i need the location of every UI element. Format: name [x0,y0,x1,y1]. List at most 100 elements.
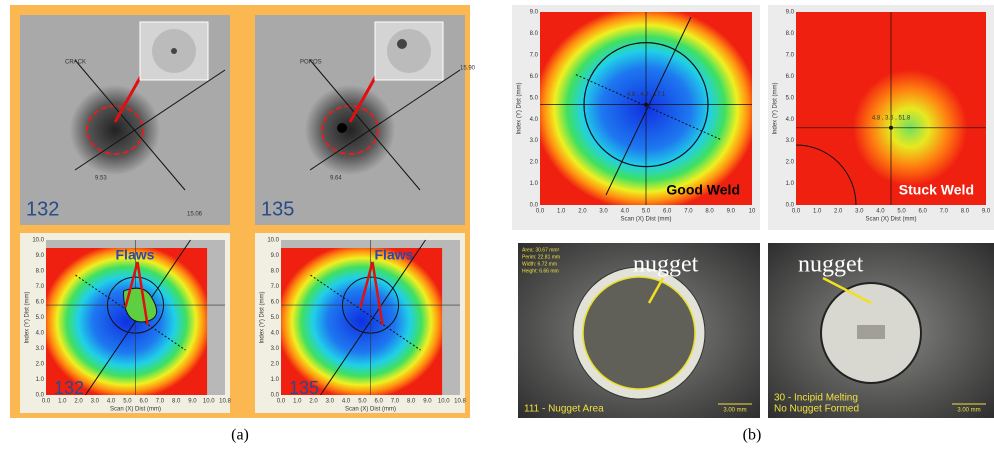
x-tick-label: 10.8 [454,399,466,405]
inset-defect [397,39,407,49]
x-tick-label: 10.0 [438,399,450,405]
y-axis-title: Index (Y) Dist (mm) [773,82,779,134]
weld-label: Stuck Weld [899,182,974,198]
y-tick-label: 5.0 [36,315,45,321]
y-tick-label: 1.0 [271,377,280,383]
y-tick-label: 8.0 [530,31,539,37]
x-tick-label: 5.0 [642,209,651,215]
defect-label: CRACK [65,60,86,66]
x-tick-label: 2.0 [834,209,843,215]
y-tick-label: 6.0 [530,74,539,80]
nugget-label: nugget [633,252,699,278]
y-tick-label: 5.0 [530,95,539,101]
sample-id: 132 [54,378,84,398]
y-tick-label: 3.0 [786,138,795,144]
x-tick-label: 7.0 [391,399,400,405]
inset-defect [171,48,177,54]
y-tick-label: 6.0 [786,74,795,80]
defect-label: POROS [300,60,322,66]
x-tick-label: 10.8 [219,399,231,405]
inset-spot [387,29,431,73]
flaw-label: Flaws [116,247,155,263]
x-tick-label: 5.0 [358,399,367,405]
y-tick-label: 8.0 [786,31,795,37]
y-tick-label: 4.0 [786,117,795,123]
x-tick-label: 4.0 [107,399,116,405]
micrograph-caption: No Nugget Formed [774,404,859,415]
scale-label: 3.00 mm [957,408,980,414]
y-tick-label: 5.0 [271,315,280,321]
x-tick-label: 9.0 [727,209,736,215]
x-tick-label: 7.0 [940,209,949,215]
figure: CRACK9.5315.06132POROS9.6415.90135Flaws1… [0,0,994,447]
x-tick-label: 8.0 [961,209,970,215]
y-tick-label: 6.0 [271,300,280,306]
x-tick-label: 6.0 [663,209,672,215]
x-tick-label: 9.0 [982,209,991,215]
y-tick-label: 9.0 [786,10,795,16]
weld-label: Good Weld [666,182,740,198]
x-tick-label: 6.0 [918,209,927,215]
y-tick-label: 1.0 [786,181,795,187]
y-tick-label: 2.0 [36,362,45,368]
x-tick-label: 5.0 [897,209,906,215]
x-tick-label: 7.0 [684,209,693,215]
measurement: Width: 6.72 mm [522,261,557,267]
x-axis-title: Scan (X) Dist (mm) [621,217,672,223]
x-tick-label: 6.0 [139,399,148,405]
x-tick-label: 2.0 [309,399,318,405]
micrograph-caption: 111 - Nugget Area [524,404,604,415]
measurement: Area: 30.67 mm² [522,247,560,253]
sample-id: 132 [26,198,59,220]
melt-zone [857,325,885,339]
x-tick-label: 0.0 [277,399,286,405]
x-tick-label: 4.0 [621,209,630,215]
x-tick-label: 10.0 [203,399,215,405]
y-tick-label: 1.0 [530,181,539,187]
weld-spot [70,85,160,175]
cursor [889,126,893,130]
x-tick-label: 1.0 [813,209,822,215]
sample-id: 135 [261,198,294,220]
sample-id: 135 [289,378,319,398]
x-tick-label: 1.0 [293,399,302,405]
x-axis-title: Scan (X) Dist (mm) [866,217,917,223]
readout: 4.8 , 3.6 , 51.8 [872,115,911,121]
x-axis-title: Scan (X) Dist (mm) [110,407,161,413]
y-tick-label: 3.0 [271,346,280,352]
y-tick-label: 3.0 [36,346,45,352]
y-tick-label: 7.0 [271,284,280,290]
y-tick-label: 2.0 [271,362,280,368]
y-tick-label: 4.0 [36,331,45,337]
y-tick-label: 10.0 [267,238,279,244]
nugget [583,277,695,389]
y-axis-title: Index (Y) Dist (mm) [260,291,266,343]
x-tick-label: 9.0 [188,399,197,405]
x-tick-label: 6.0 [374,399,383,405]
measurement: Perim: 22.81 mm [522,254,560,260]
weld-spot [305,85,395,175]
x-tick-label: 1.0 [58,399,67,405]
x-tick-label: 8.0 [172,399,181,405]
x-tick-label: 3.0 [91,399,100,405]
nugget-label: nugget [798,252,864,278]
y-tick-label: 9.0 [271,253,280,259]
x-tick-label: 2.0 [74,399,83,405]
x-tick-label: 2.0 [578,209,587,215]
x-tick-label: 3.0 [599,209,608,215]
x-tick-label: 10 [749,209,756,215]
y-tick-label: 9.0 [36,253,45,259]
y-tick-label: 1.0 [36,377,45,383]
y-tick-label: 3.0 [530,138,539,144]
flaw-label: Flaws [375,247,414,263]
cscan-heatmap [281,248,442,395]
scale-label: 3.00 mm [723,408,746,414]
micrograph-caption: 30 - Incipid Melting [774,393,858,404]
y-tick-label: 10.0 [32,238,44,244]
y-tick-label: 2.0 [530,160,539,166]
x-tick-label: 3.0 [855,209,864,215]
caption: (b) [743,427,762,444]
y-tick-label: 8.0 [271,269,280,275]
y-axis-title: Index (Y) Dist (mm) [517,82,523,134]
y-tick-label: 9.0 [530,10,539,16]
